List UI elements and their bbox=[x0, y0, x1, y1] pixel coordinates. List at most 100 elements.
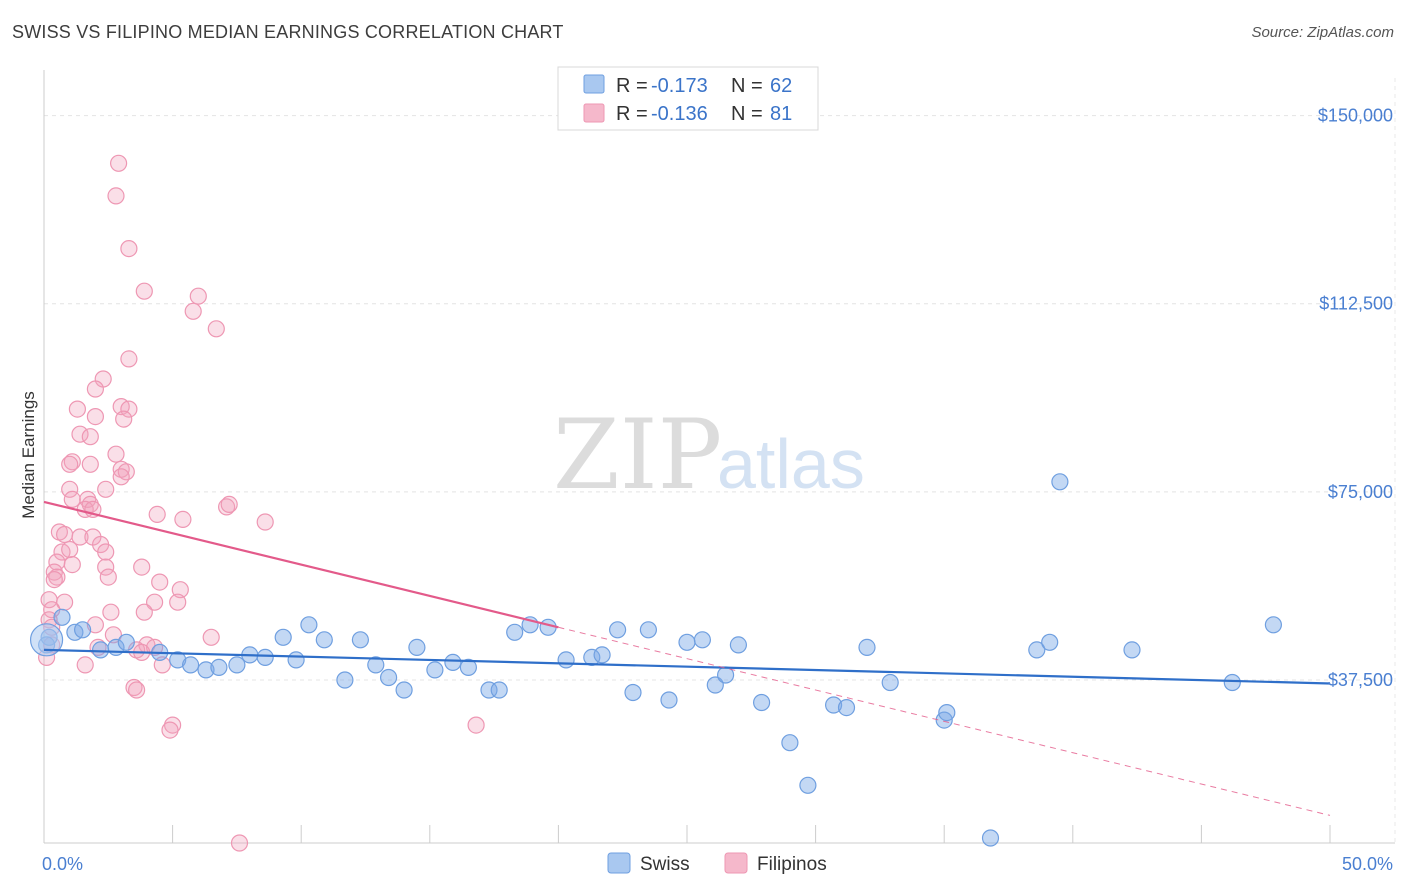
swiss-point bbox=[169, 651, 187, 669]
swiss-point bbox=[426, 661, 444, 679]
filipinos-point bbox=[107, 187, 125, 205]
filipinos-point bbox=[71, 425, 89, 443]
legend-swatch-swiss bbox=[583, 74, 605, 94]
filipinos-point bbox=[256, 513, 274, 531]
swiss-point bbox=[351, 631, 369, 649]
y-tick-labels: $37,500 $75,000 $112,500 $150,000 bbox=[1318, 106, 1393, 690]
filipinos-trend-extension bbox=[558, 626, 1331, 816]
swiss-point bbox=[336, 671, 354, 689]
legend-r-label: R = bbox=[616, 75, 648, 97]
swiss-point bbox=[858, 638, 876, 657]
swiss-point bbox=[315, 631, 333, 649]
legend-n-value: 62 bbox=[770, 75, 792, 97]
swiss-point bbox=[1223, 673, 1241, 692]
swiss-point bbox=[287, 651, 305, 669]
swiss-point bbox=[678, 633, 696, 651]
swiss-point bbox=[408, 638, 426, 657]
filipinos-point bbox=[135, 282, 153, 300]
filipinos-point bbox=[45, 570, 63, 589]
filipinos-point bbox=[151, 573, 169, 591]
bottom-legend-swatch-filipinos bbox=[724, 852, 748, 874]
swiss-point bbox=[1264, 616, 1283, 634]
legend-box: R = -0.173 N = 62 R = -0.136 N = 81 bbox=[557, 66, 819, 131]
filipinos-point bbox=[218, 498, 236, 516]
filipinos-point bbox=[174, 510, 192, 529]
x-tick-label: 50.0% bbox=[1342, 854, 1393, 874]
y-tick-label: $37,500 bbox=[1328, 670, 1393, 690]
swiss-point bbox=[557, 651, 575, 669]
filipinos-point bbox=[117, 463, 135, 481]
filipinos-point bbox=[61, 480, 79, 498]
filipinos-point bbox=[120, 240, 138, 258]
swiss-point bbox=[1051, 473, 1069, 491]
swiss-point bbox=[182, 656, 200, 674]
filipinos-point bbox=[79, 490, 97, 508]
y-tick-label: $112,500 bbox=[1319, 294, 1393, 314]
watermark-atlas: atlas bbox=[717, 425, 865, 503]
y-axis-label: Median Earnings bbox=[19, 391, 38, 519]
legend-r-value: -0.173 bbox=[651, 75, 708, 97]
filipinos-point bbox=[148, 505, 166, 524]
swiss-point bbox=[799, 776, 817, 794]
filipinos-point bbox=[81, 455, 99, 473]
swiss-point bbox=[459, 658, 477, 677]
filipinos-point bbox=[153, 656, 171, 674]
filipinos-point bbox=[61, 540, 79, 559]
filipinos-point bbox=[146, 638, 164, 657]
filipinos-point bbox=[86, 380, 105, 398]
filipinos-point bbox=[48, 568, 66, 586]
filipinos-point bbox=[55, 525, 74, 544]
swiss-point bbox=[490, 681, 508, 699]
filipinos-point bbox=[97, 480, 115, 498]
filipinos-point bbox=[202, 628, 220, 646]
filipinos-point bbox=[81, 428, 99, 446]
filipinos-point bbox=[63, 555, 81, 574]
swiss-point bbox=[693, 631, 712, 649]
legend-n-label: N = bbox=[731, 103, 763, 125]
swiss-point bbox=[480, 681, 498, 699]
filipinos-point bbox=[230, 834, 249, 852]
swiss-point bbox=[197, 661, 215, 679]
filipinos-point bbox=[109, 154, 128, 172]
swiss-point bbox=[824, 696, 843, 714]
legend-r-value: -0.136 bbox=[651, 103, 708, 125]
filipinos-point bbox=[61, 455, 79, 473]
swiss-point bbox=[660, 691, 678, 709]
filipinos-point bbox=[112, 468, 130, 486]
swiss-point bbox=[274, 628, 292, 646]
y-tick-label: $150,000 bbox=[1318, 106, 1393, 126]
filipinos-point bbox=[184, 302, 202, 320]
filipinos-point bbox=[68, 400, 87, 418]
swiss-point bbox=[117, 633, 135, 651]
swiss-point bbox=[752, 693, 771, 712]
legend-n-value: 81 bbox=[770, 103, 792, 125]
filipinos-point bbox=[161, 721, 179, 739]
swiss-point bbox=[1123, 641, 1141, 659]
swiss-point bbox=[210, 658, 228, 677]
filipinos-point bbox=[133, 558, 151, 576]
filipinos-point bbox=[86, 616, 105, 634]
watermark-zip: ZIP bbox=[553, 399, 722, 511]
chart-title: SWISS VS FILIPINO MEDIAN EARNINGS CORREL… bbox=[12, 22, 564, 42]
swiss-point bbox=[781, 734, 799, 752]
filipinos-point bbox=[128, 681, 146, 699]
filipinos-point bbox=[146, 593, 164, 611]
axes bbox=[43, 70, 1395, 844]
y-tick-label: $75,000 bbox=[1328, 482, 1393, 502]
filipinos-point bbox=[102, 603, 120, 621]
filipinos-point bbox=[120, 350, 138, 368]
swiss-point bbox=[706, 676, 724, 694]
legend-r-label: R = bbox=[616, 103, 648, 125]
x-tick-labels: 0.0% 50.0% bbox=[42, 854, 1393, 874]
swiss-trend-line bbox=[43, 648, 1331, 685]
swiss-point bbox=[608, 621, 627, 639]
swiss-points bbox=[29, 473, 1283, 847]
filipinos-point bbox=[71, 528, 89, 546]
filipinos-point bbox=[169, 593, 187, 611]
filipinos-point bbox=[99, 568, 117, 586]
swiss-point bbox=[639, 621, 658, 639]
swiss-point bbox=[29, 623, 64, 657]
filipinos-point bbox=[120, 400, 138, 418]
filipinos-point bbox=[220, 495, 238, 513]
